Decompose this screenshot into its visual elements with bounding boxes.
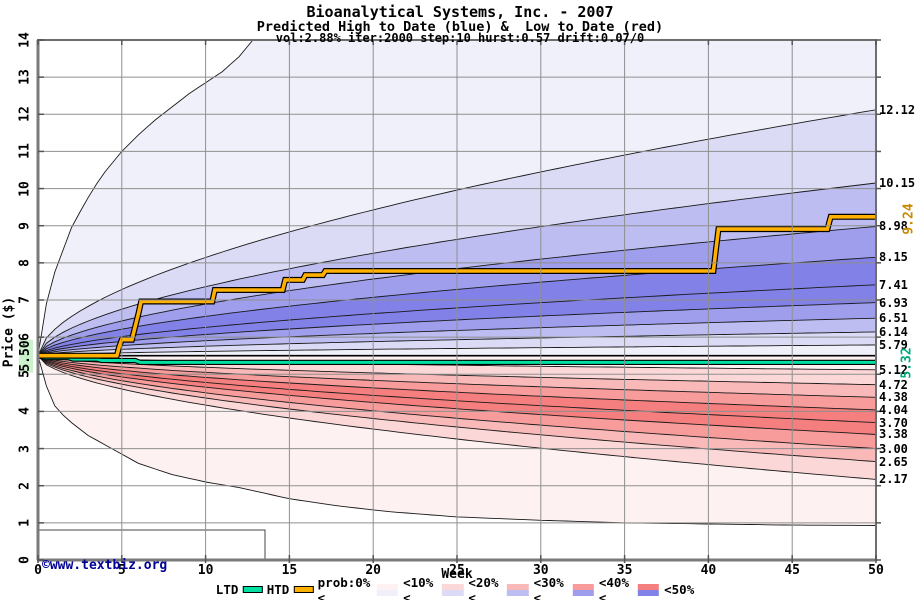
y-tick-label: 10 bbox=[17, 180, 33, 197]
x-tick-label: 15 bbox=[281, 563, 298, 578]
probability-band-swatch-icon bbox=[507, 583, 529, 596]
x-tick-label: 25 bbox=[449, 563, 465, 578]
x-tick-label: 45 bbox=[784, 563, 801, 578]
y-tick-label: 7 bbox=[17, 296, 33, 304]
legend-prob-label: <40%< bbox=[598, 574, 629, 600]
y-tick-label: 12 bbox=[17, 106, 33, 123]
curve-end-label: 3.00 bbox=[879, 441, 908, 456]
curve-end-label: 5.79 bbox=[879, 337, 908, 352]
legend-prob-label: <20%< bbox=[468, 574, 499, 600]
x-tick-label: 20 bbox=[365, 563, 382, 578]
probability-band-swatch-icon bbox=[572, 583, 594, 596]
ltd-final-price-label: 5.32 bbox=[899, 347, 915, 379]
y-tick-label: 2 bbox=[17, 481, 33, 490]
y-tick-label: 4 bbox=[17, 407, 33, 416]
probability-band-swatch-icon bbox=[441, 583, 464, 596]
htd-final-price-label: 9.24 bbox=[901, 203, 917, 235]
probability-band-swatch-icon bbox=[637, 583, 660, 596]
legend-prob-label: <30%< bbox=[533, 574, 564, 600]
ltd-line-swatch-icon bbox=[242, 586, 263, 593]
watermark-url: ©www.textbiz.org bbox=[42, 558, 168, 573]
x-tick-label: 50 bbox=[868, 563, 884, 578]
probability-band-swatch-icon bbox=[376, 583, 399, 596]
curve-end-label: 4.72 bbox=[879, 377, 908, 392]
curve-end-label: 4.38 bbox=[879, 390, 908, 405]
htd-line-swatch-icon bbox=[293, 586, 314, 593]
x-axis-title: Week bbox=[441, 567, 473, 582]
y-tick-label: 11 bbox=[17, 143, 33, 160]
y-tick-label: 8 bbox=[17, 258, 33, 267]
y-tick-label: 0 bbox=[17, 556, 33, 564]
legend-htd-label: HTD bbox=[266, 582, 290, 597]
curve-end-label: 12.12 bbox=[879, 102, 916, 117]
y-tick-label: 1 bbox=[17, 518, 33, 527]
watermark: ©www.textbiz.org The Research Foundation… bbox=[42, 531, 285, 600]
curve-end-label: 2.65 bbox=[879, 454, 908, 469]
curve-end-label: 5.12 bbox=[879, 362, 908, 377]
chart-title: Bioanalytical Systems, Inc. - 2007 bbox=[306, 3, 614, 21]
curve-end-label: 3.38 bbox=[879, 427, 908, 442]
legend-ltd-label: LTD bbox=[215, 582, 239, 597]
curve-end-label: 7.41 bbox=[879, 277, 908, 292]
legend-prob-label: <50% bbox=[664, 582, 695, 597]
probability-band-legend: prob:0%< <10%< <20%< <30%< <40%< <50% bbox=[316, 575, 697, 600]
curve-end-label: 10.15 bbox=[879, 176, 916, 190]
chart-subtitle: Predicted High to Date (blue) & Low to D… bbox=[256, 19, 664, 35]
y-tick-label: 14 bbox=[17, 32, 33, 48]
x-tick-label: 40 bbox=[700, 563, 717, 578]
x-tick-label: 5 bbox=[117, 563, 126, 578]
chart-params: vol:2.88% iter:2000 step:10 hurst:0.57 d… bbox=[275, 31, 645, 45]
y-axis-title: Price ($) bbox=[1, 296, 17, 368]
y-tick-label: 9 bbox=[17, 221, 33, 230]
curve-end-label: 4.04 bbox=[879, 402, 908, 417]
curve-end-label: 3.70 bbox=[879, 415, 908, 430]
start-price-label: 5.50 bbox=[18, 339, 33, 373]
curve-end-label: 6.14 bbox=[879, 324, 908, 339]
curve-end-label: 2.17 bbox=[879, 472, 908, 487]
y-tick-label: 6 bbox=[17, 333, 33, 342]
legend-prob-label: <10%< bbox=[403, 574, 434, 600]
curve-end-label: 6.93 bbox=[879, 295, 908, 310]
x-tick-label: 0 bbox=[34, 563, 42, 578]
x-tick-label: 35 bbox=[616, 563, 633, 578]
y-tick-label: 5 bbox=[17, 370, 33, 379]
curve-end-label: 6.51 bbox=[879, 311, 908, 326]
x-tick-label: 10 bbox=[197, 563, 214, 578]
y-tick-label: 13 bbox=[17, 69, 33, 85]
curve-end-label: 8.15 bbox=[879, 250, 908, 265]
curve-end-label: 8.98 bbox=[879, 219, 908, 234]
y-tick-label: 3 bbox=[17, 444, 33, 453]
x-tick-label: 30 bbox=[532, 563, 549, 578]
legend-prob-label: prob:0%< bbox=[317, 574, 371, 600]
legend: LTD HTD prob:0%< <10%< <20%< <30%< <40%< <50% bbox=[214, 575, 696, 600]
